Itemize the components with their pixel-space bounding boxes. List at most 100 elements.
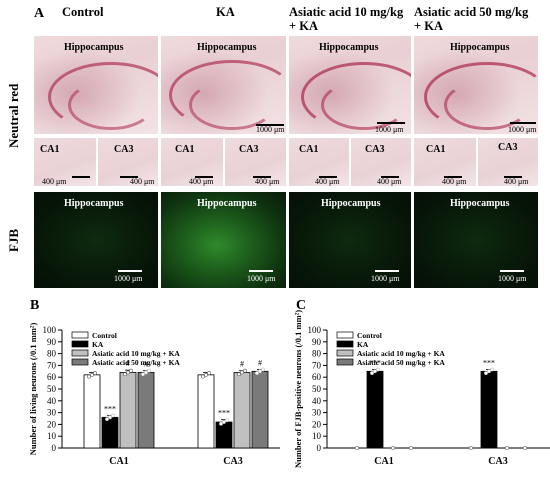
ca3-label: CA3 (365, 144, 385, 155)
scale-bar (500, 270, 524, 272)
y-tick-label: 10 (312, 431, 322, 441)
data-point (129, 368, 133, 373)
scale-label: 1000 μm (375, 125, 404, 134)
y-tick-label: 50 (47, 384, 57, 394)
data-point (207, 371, 211, 375)
y-tick-label: 100 (308, 325, 322, 335)
x-category-label: CA3 (488, 456, 507, 467)
legend-swatch (336, 340, 354, 348)
neutral-red-hippocampus-aa50: Hippocampus 1000 μm (414, 36, 538, 134)
data-point (90, 372, 94, 377)
scale-label: 400 μm (377, 177, 402, 186)
scale-bar (249, 270, 273, 272)
scale-label: 1000 μm (114, 274, 143, 283)
ca1-label: CA1 (40, 144, 60, 155)
scale-bar (377, 122, 405, 124)
data-point (373, 369, 377, 374)
scale-label: 400 μm (442, 177, 467, 186)
neutral-red-ca3-aa10: CA3 400 μm (351, 138, 411, 186)
x-category-label: CA1 (374, 456, 393, 467)
legend-swatch (336, 349, 354, 357)
data-point (255, 371, 259, 375)
y-tick-label: 90 (47, 337, 57, 347)
data-point (219, 421, 223, 426)
significance-mark: # (240, 360, 244, 369)
data-point (243, 368, 247, 373)
neutral-red-ca1-aa50: CA1 400 μm (414, 138, 476, 186)
legend-label: KA (357, 340, 369, 349)
y-tick-label: 0 (52, 443, 57, 453)
scale-label: 400 μm (504, 177, 529, 186)
scale-bar (444, 176, 462, 178)
y-tick-label: 30 (47, 408, 57, 418)
legend-swatch (336, 358, 354, 366)
data-point (225, 418, 229, 423)
y-tick-label: 60 (312, 372, 322, 382)
scale-bar (256, 124, 284, 126)
scale-label: 1000 μm (256, 125, 285, 134)
hippocampus-label: Hippocampus (64, 198, 124, 209)
y-tick-label: 40 (47, 396, 57, 406)
significance-mark: *** (483, 359, 495, 368)
y-tick-label: 70 (312, 360, 322, 370)
panel-b-letter: B (30, 298, 40, 313)
scale-bar (319, 176, 337, 178)
legend-swatch (71, 358, 89, 366)
x-category-label: CA1 (109, 456, 128, 467)
column-header-aa50-line2: + KA (414, 19, 443, 33)
row-label-neutral-red: Neutral red (6, 83, 21, 148)
scale-bar (510, 122, 536, 124)
neutral-red-hippocampus-ka: Hippocampus 1000 μm (161, 36, 286, 134)
data-point (105, 417, 109, 421)
bar (251, 370, 269, 449)
legend-swatch (71, 349, 89, 357)
legend-swatch (71, 340, 89, 348)
bar (366, 370, 384, 449)
data-point (93, 371, 97, 375)
neutral-red-hippocampus-aa10: Hippocampus 1000 μm (289, 36, 411, 134)
significance-mark: # (144, 360, 148, 369)
bar (215, 421, 233, 449)
column-header-control: Control (62, 5, 104, 19)
data-point (490, 367, 494, 372)
y-tick-label: 80 (312, 349, 322, 359)
column-header-ka: KA (216, 5, 235, 19)
hippocampus-label: Hippocampus (197, 198, 257, 209)
neutral-red-ca3-control: CA3 400 μm (98, 138, 158, 186)
data-point (126, 370, 130, 375)
bar (101, 416, 119, 449)
fjb-hippocampus-ka: Hippocampus 1000 μm (161, 192, 286, 288)
legend-label: Asiatic acid 50 mg/kg + KA (357, 358, 445, 367)
data-point (484, 371, 488, 375)
y-tick-label: 70 (47, 360, 57, 370)
data-point (108, 415, 112, 420)
hippocampus-label: Hippocampus (450, 198, 510, 209)
scale-bar (72, 176, 90, 178)
fjb-hippocampus-aa50: Hippocampus 1000 μm (414, 192, 538, 288)
legend-label: Asiatic acid 10 mg/kg + KA (92, 349, 180, 358)
data-point (141, 372, 145, 377)
row-label-fjb: FJB (6, 228, 21, 252)
y-tick-label: 60 (47, 372, 57, 382)
scale-label: 400 μm (255, 177, 280, 186)
y-tick-label: 30 (312, 408, 322, 418)
legend-label: Control (357, 331, 382, 340)
data-point (391, 446, 395, 450)
x-category-label: CA3 (223, 456, 242, 467)
legend-swatch (336, 331, 354, 339)
significance-mark: # (258, 359, 262, 368)
neutral-red-ca3-aa50: CA3 400 μm (478, 138, 538, 186)
data-point (370, 371, 374, 375)
scale-bar (120, 176, 138, 178)
y-tick-label: 20 (47, 419, 57, 429)
ca1-label: CA1 (426, 144, 446, 155)
y-tick-label: 50 (312, 384, 322, 394)
scale-label: 400 μm (189, 177, 214, 186)
y-axis-label: Number of living neurons (/0.1 mm²) (28, 323, 38, 456)
scale-label: 1000 μm (498, 274, 527, 283)
bar (137, 372, 155, 449)
hippocampus-label: Hippocampus (450, 42, 510, 53)
scale-label: 400 μm (42, 177, 67, 186)
scale-bar (195, 176, 213, 178)
